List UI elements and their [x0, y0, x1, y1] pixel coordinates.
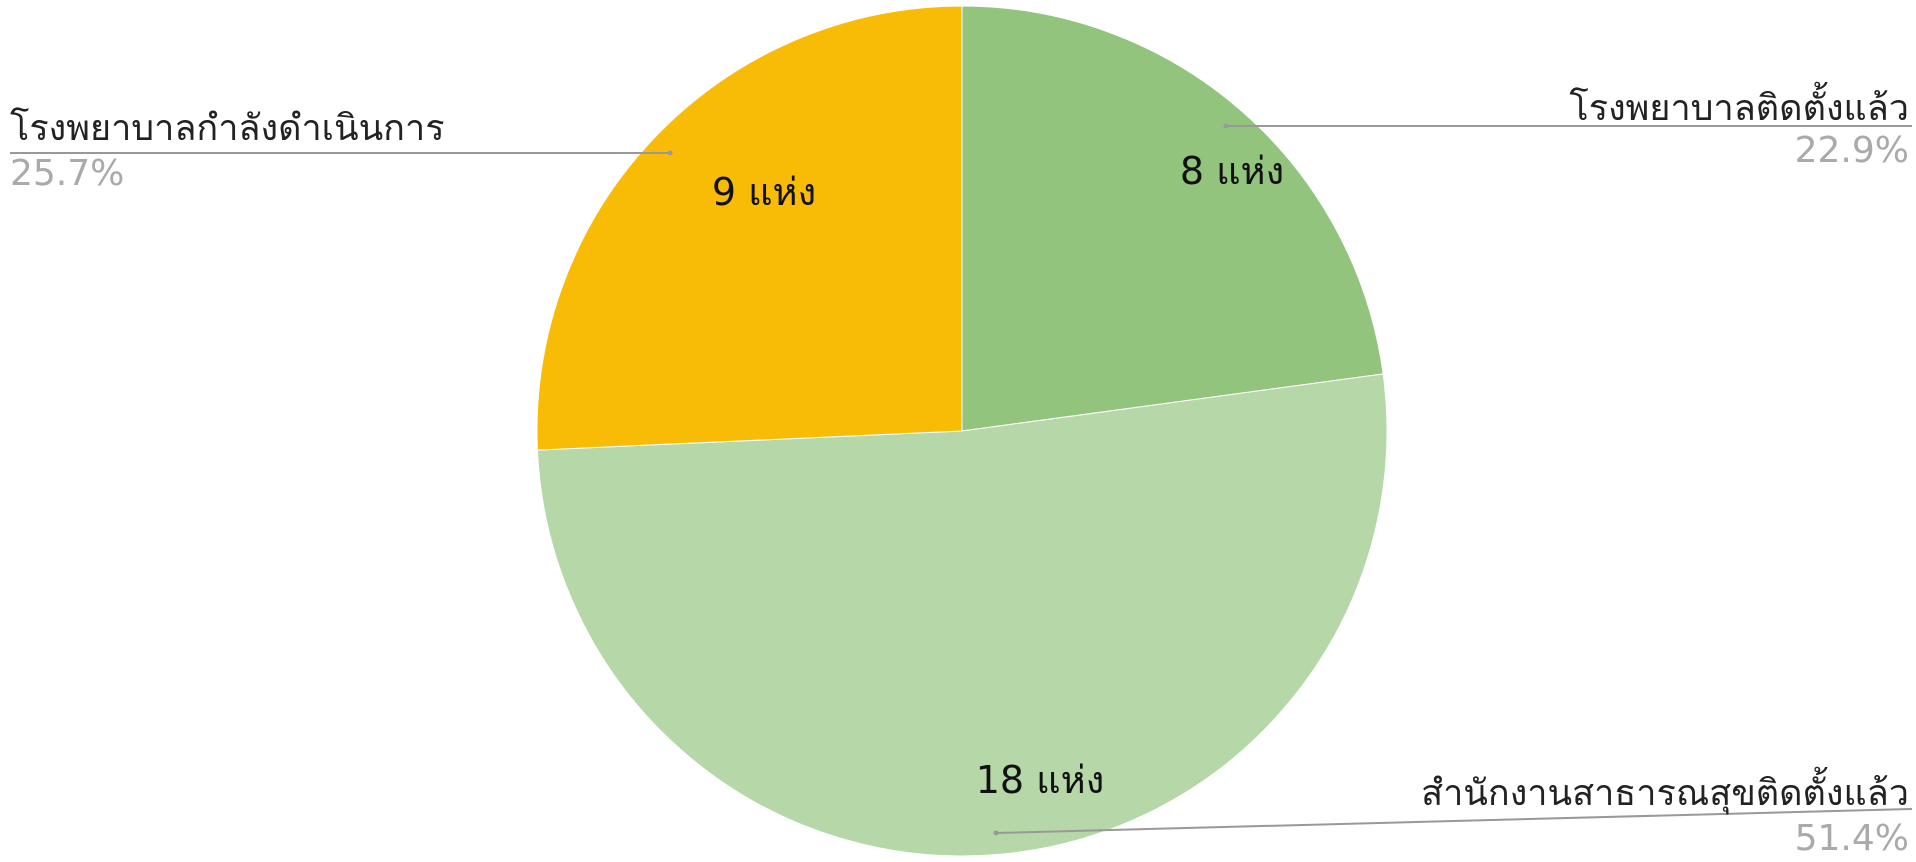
leader-line: [995, 808, 1913, 834]
pie-slice: [961, 5, 1384, 432]
pie-slice: [536, 373, 1388, 857]
data-label: 9 แห่ง: [712, 170, 816, 214]
percent-label: 51.4%: [1795, 818, 1909, 858]
percent-label: 25.7%: [10, 153, 124, 194]
leader-dot: [667, 150, 673, 156]
data-label: 18 แห่ง: [976, 758, 1105, 802]
category-label: โรงพยาบาลติดตั้งแล้ว: [1569, 81, 1909, 129]
category-label: สำนักงานสาธารณสุขติดตั้งแล้ว: [1421, 766, 1909, 815]
leader-dot: [993, 830, 999, 836]
data-label: 8 แห่ง: [1180, 149, 1284, 193]
percent-label: 22.9%: [1795, 130, 1909, 171]
category-label: โรงพยาบาลกำลังดำเนินการ: [10, 107, 445, 149]
leader-dot: [1223, 123, 1229, 129]
pie-slice: [536, 5, 963, 451]
